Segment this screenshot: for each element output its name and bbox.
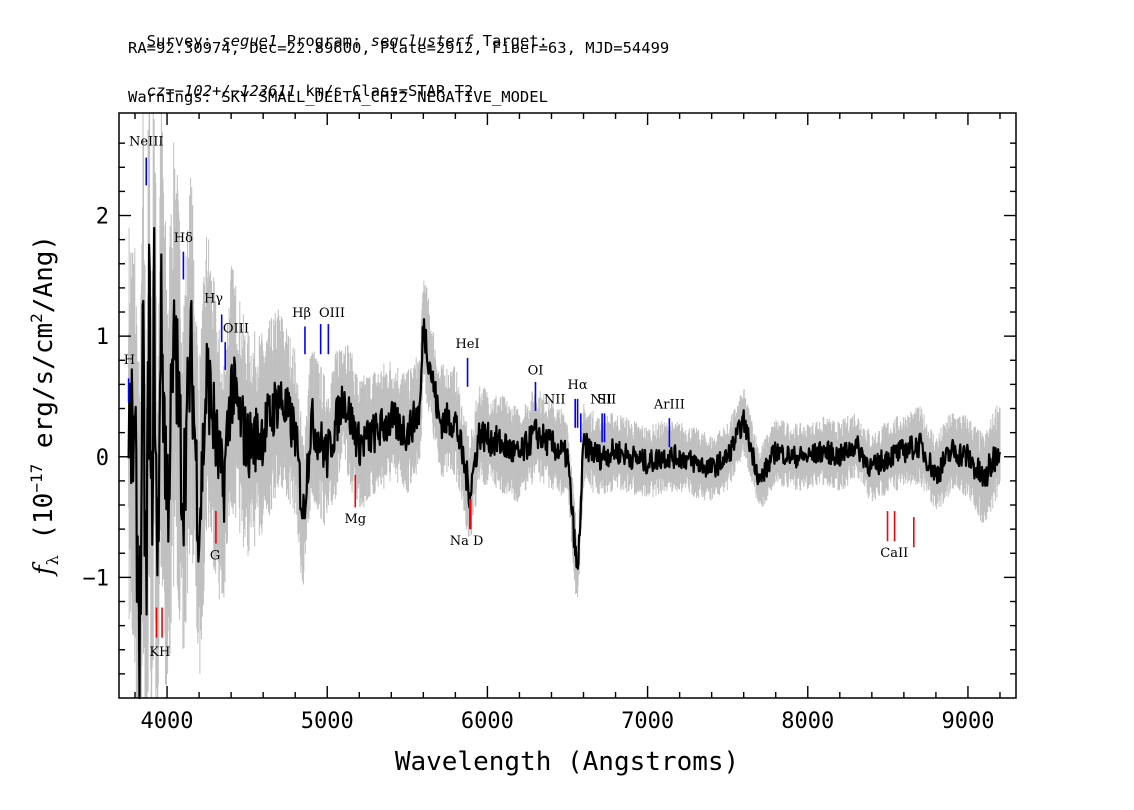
class-text: km/s Class=STAR T2 (295, 82, 474, 100)
emission-label-h: Hγ (204, 291, 223, 306)
absorption-label-mg: Mg (344, 512, 366, 527)
emission-label-nii: NII (544, 393, 566, 408)
emission-label-oi: OI (528, 364, 544, 379)
absorption-label-caii: CaII (880, 546, 908, 561)
flux-layer (127, 226, 1002, 700)
y-axis-label: fλ (10−17 erg/s/cm2/Ang) (27, 235, 62, 577)
header-line-4: Warnings: SKY SMALL_DELTA_CHI2 NEGATIVE_… (128, 88, 548, 106)
program-prefix: Program: (277, 32, 371, 50)
header-line-3: cz=−102+/−123611 km/s Class=STAR T2 (128, 64, 474, 100)
emission-label-hei: HeI (455, 337, 479, 352)
target-label: Target: (473, 32, 548, 50)
header-line-1: Survey: segue1 Program: segclusterf Targ… (128, 14, 548, 50)
x-tick-label: 9000 (941, 709, 994, 734)
y-tick-label: 1 (96, 325, 109, 350)
plot-frame (118, 112, 1017, 699)
x-tick-label: 6000 (461, 709, 514, 734)
emission-label-oiii: OIII (319, 306, 345, 321)
emission-label-nii: NII (590, 393, 612, 408)
absorption-label-k: KH (149, 645, 170, 660)
absorption-label-na: Na D (450, 534, 484, 549)
redshift-value: cz=−102+/−123611 (146, 82, 296, 100)
ticks-layer: 4000 5000 6000 7000 8000 9000 −1 0 1 2 (83, 113, 1016, 734)
absorption-label-g: G (210, 548, 220, 563)
survey-name: segue1 (221, 32, 278, 50)
x-tick-label: 7000 (621, 709, 674, 734)
x-axis-label: Wavelength (Angstroms) (395, 747, 739, 777)
emission-label-oiii: OIII (223, 322, 249, 337)
emission-label-sii: SII (597, 393, 616, 408)
x-tick-label: 8000 (781, 709, 834, 734)
header-line-2: RA=92.30974, Dec=22.89600, Plate=2912, F… (128, 39, 670, 57)
y-tick-label: 0 (96, 446, 109, 471)
emission-label-neiii: NeIII (129, 135, 163, 150)
emission-label-h: Hδ (174, 231, 193, 246)
survey-prefix: Survey: (146, 32, 222, 50)
emission-label-h: H (124, 353, 135, 368)
emission-label-ariii: ArIII (653, 398, 685, 413)
flux-line (127, 226, 1002, 700)
x-tick-label: 5000 (301, 709, 354, 734)
y-tick-label: −1 (83, 566, 110, 591)
emission-label-h: Hα (568, 378, 588, 393)
x-tick-label: 4000 (141, 709, 194, 734)
y-tick-label: 2 (96, 205, 109, 230)
emission-label-h: Hβ (292, 306, 311, 321)
program-name: segclusterf (370, 32, 474, 50)
